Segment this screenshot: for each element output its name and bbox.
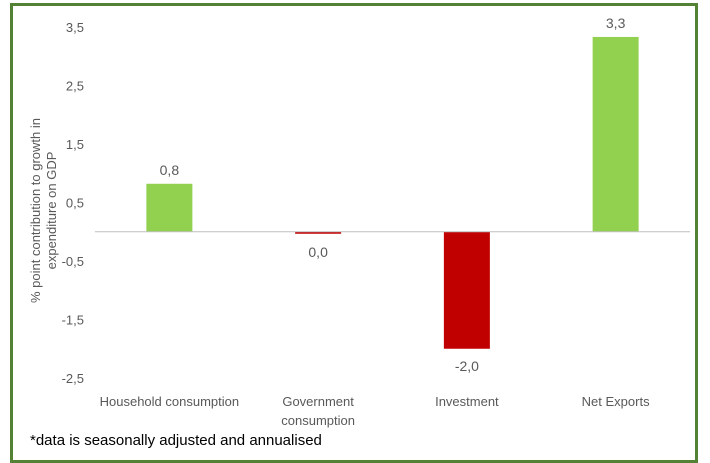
data-label: 0,8 bbox=[160, 162, 180, 178]
y-axis-label-line: % point contribution to growth in bbox=[28, 118, 43, 303]
chart-frame bbox=[10, 3, 698, 463]
data-label: 3,3 bbox=[606, 15, 626, 31]
y-tick-label: 0,5 bbox=[66, 196, 84, 211]
y-tick-label: -1,5 bbox=[62, 313, 84, 328]
y-axis-label: % point contribution to growth inexpendi… bbox=[28, 118, 59, 303]
y-axis-label-line: expenditure on GDP bbox=[44, 152, 59, 270]
data-label: -2,0 bbox=[455, 358, 479, 374]
bar bbox=[443, 231, 490, 349]
y-tick-label: -2,5 bbox=[62, 371, 84, 386]
category-label: consumption bbox=[281, 413, 355, 428]
category-label: Net Exports bbox=[582, 394, 650, 409]
y-tick-label: 2,5 bbox=[66, 79, 84, 94]
bar bbox=[592, 36, 639, 232]
category-label: Household consumption bbox=[100, 394, 239, 409]
footnote: *data is seasonally adjusted and annuali… bbox=[30, 432, 322, 449]
bar bbox=[295, 231, 342, 234]
bar-chart: 3,5 2,5 1,5 0,5 -0,5 -1,5 -2,5 0,8 0,0 -2,0 3,3 H… bbox=[28, 15, 690, 428]
category-label: Government bbox=[282, 394, 354, 409]
category-label: Investment bbox=[435, 394, 499, 409]
y-tick-label: -0,5 bbox=[62, 254, 84, 269]
y-tick-label: 3,5 bbox=[66, 20, 84, 35]
y-tick-label: 1,5 bbox=[66, 137, 84, 152]
bar bbox=[146, 183, 193, 232]
data-label: 0,0 bbox=[308, 244, 328, 260]
